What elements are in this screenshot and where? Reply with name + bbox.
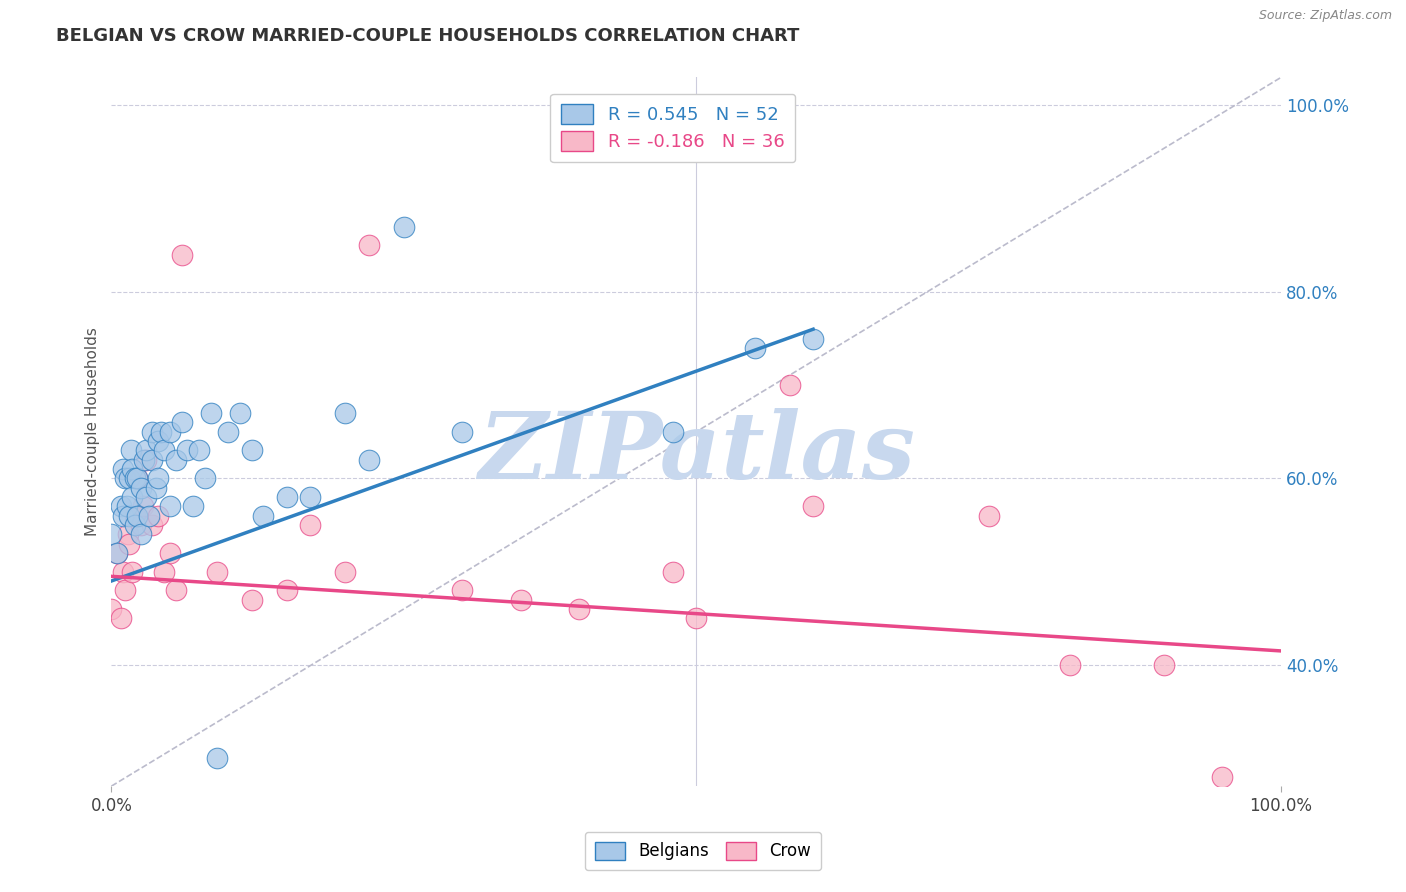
Point <box>357 238 380 252</box>
Point <box>149 425 172 439</box>
Point <box>801 500 824 514</box>
Point <box>240 592 263 607</box>
Point <box>110 611 132 625</box>
Point <box>114 583 136 598</box>
Point <box>451 425 474 439</box>
Legend: Belgians, Crow: Belgians, Crow <box>585 831 821 871</box>
Point <box>276 583 298 598</box>
Point <box>129 527 152 541</box>
Point <box>1153 657 1175 672</box>
Text: ZIPatlas: ZIPatlas <box>478 408 915 498</box>
Point <box>135 452 157 467</box>
Point <box>115 500 138 514</box>
Point <box>205 565 228 579</box>
Point <box>299 518 322 533</box>
Point <box>276 490 298 504</box>
Text: BELGIAN VS CROW MARRIED-COUPLE HOUSEHOLDS CORRELATION CHART: BELGIAN VS CROW MARRIED-COUPLE HOUSEHOLD… <box>56 27 800 45</box>
Point <box>568 602 591 616</box>
Point <box>135 490 157 504</box>
Point <box>165 583 187 598</box>
Point <box>129 481 152 495</box>
Point <box>217 425 239 439</box>
Point <box>117 527 139 541</box>
Point <box>145 481 167 495</box>
Point <box>159 500 181 514</box>
Point <box>134 452 156 467</box>
Point <box>159 425 181 439</box>
Point <box>100 602 122 616</box>
Point <box>105 546 128 560</box>
Legend: R = 0.545   N = 52, R = -0.186   N = 36: R = 0.545 N = 52, R = -0.186 N = 36 <box>550 94 796 162</box>
Point <box>779 378 801 392</box>
Point <box>141 452 163 467</box>
Point <box>509 592 531 607</box>
Point <box>118 537 141 551</box>
Point <box>112 508 135 523</box>
Point <box>685 611 707 625</box>
Point <box>153 443 176 458</box>
Point <box>105 546 128 560</box>
Point <box>148 471 170 485</box>
Point <box>1059 657 1081 672</box>
Point <box>112 462 135 476</box>
Point <box>977 508 1000 523</box>
Point <box>118 508 141 523</box>
Point <box>138 508 160 523</box>
Point <box>148 434 170 449</box>
Text: Source: ZipAtlas.com: Source: ZipAtlas.com <box>1258 9 1392 22</box>
Y-axis label: Married-couple Households: Married-couple Households <box>86 327 100 536</box>
Point <box>357 452 380 467</box>
Point <box>176 443 198 458</box>
Point <box>229 406 252 420</box>
Point <box>148 508 170 523</box>
Point <box>114 471 136 485</box>
Point <box>200 406 222 420</box>
Point <box>121 462 143 476</box>
Point <box>801 332 824 346</box>
Point <box>141 518 163 533</box>
Point <box>1211 770 1233 784</box>
Point <box>662 425 685 439</box>
Point <box>153 565 176 579</box>
Point <box>121 490 143 504</box>
Point <box>132 500 155 514</box>
Point <box>181 500 204 514</box>
Point <box>141 425 163 439</box>
Point <box>159 546 181 560</box>
Point <box>120 443 142 458</box>
Point <box>100 527 122 541</box>
Point <box>124 508 146 523</box>
Point <box>170 416 193 430</box>
Point <box>744 341 766 355</box>
Point <box>205 751 228 765</box>
Point <box>135 443 157 458</box>
Point <box>252 508 274 523</box>
Point <box>127 508 149 523</box>
Point <box>392 219 415 234</box>
Point <box>170 247 193 261</box>
Point <box>118 471 141 485</box>
Point <box>451 583 474 598</box>
Point <box>127 471 149 485</box>
Point <box>194 471 217 485</box>
Point <box>124 471 146 485</box>
Point <box>112 565 135 579</box>
Point <box>165 452 187 467</box>
Point <box>240 443 263 458</box>
Point <box>124 518 146 533</box>
Point <box>299 490 322 504</box>
Point <box>662 565 685 579</box>
Point <box>129 518 152 533</box>
Point <box>335 565 357 579</box>
Point <box>127 471 149 485</box>
Point <box>188 443 211 458</box>
Point <box>121 565 143 579</box>
Point <box>335 406 357 420</box>
Point <box>110 500 132 514</box>
